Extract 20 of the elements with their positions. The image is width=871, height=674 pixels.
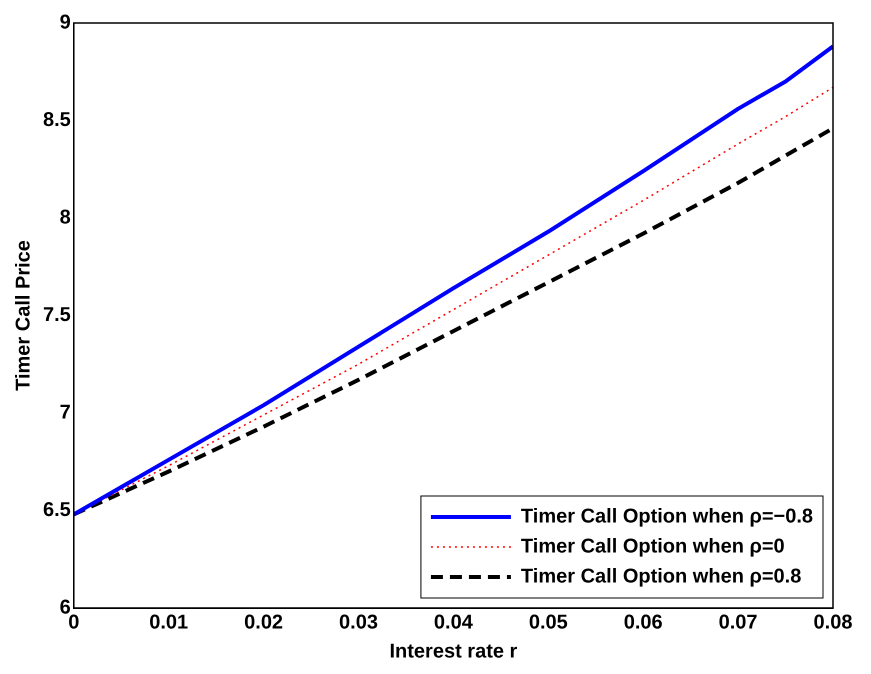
x-tick-label: 0.08 [814, 612, 852, 634]
x-tick-label: 0.04 [434, 612, 474, 634]
x-tick-label: 0.01 [149, 612, 188, 634]
y-tick-label: 7 [60, 402, 71, 424]
y-tick-label: 8.5 [42, 109, 71, 132]
x-tick-label: 0.03 [339, 612, 378, 634]
x-tick-label: 0.05 [528, 612, 568, 634]
x-axis-title: Interest rate r [389, 640, 518, 663]
legend-label: Timer Call Option when ρ=0 [520, 536, 785, 558]
x-tick-label: 0 [68, 612, 80, 634]
y-tick-label: 7.5 [42, 304, 71, 326]
x-tick-label: 0.06 [624, 612, 663, 634]
legend-label: Timer Call Option when ρ=−0.8 [520, 506, 814, 528]
legend-label: Timer Call Option when ρ=0.8 [520, 566, 802, 588]
y-axis-title: Timer Call Price [12, 240, 35, 391]
y-tick-label: 6.5 [42, 499, 71, 522]
x-tick-label: 0.02 [244, 612, 284, 634]
y-tick-label: 9 [60, 12, 71, 34]
x-tick-label: 0.07 [718, 612, 758, 634]
y-tick-label: 8 [60, 206, 71, 229]
